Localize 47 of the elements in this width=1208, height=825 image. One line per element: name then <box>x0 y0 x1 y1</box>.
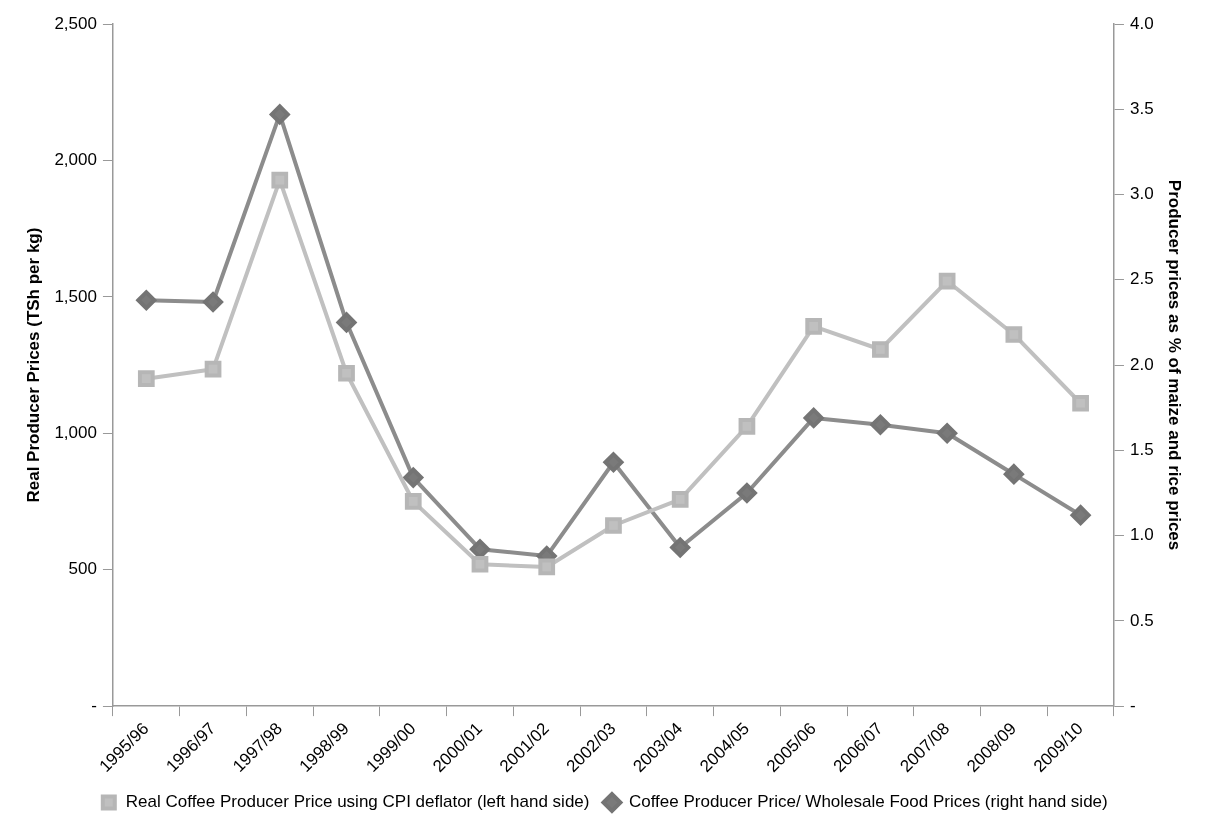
point <box>338 364 355 382</box>
y2-tick-label: 4.0 <box>1129 13 1154 33</box>
legend-label: Coffee Producer Price/ Wholesale Food Prices (right hand side) <box>628 792 1108 812</box>
y-tick-label: 1,500 <box>54 286 97 306</box>
point <box>336 312 357 333</box>
point <box>805 317 823 335</box>
legend-label: Real Coffee Producer Price using CPI deflator (left hand side) <box>125 792 590 812</box>
y2-tick-label: 1.0 <box>1129 525 1154 545</box>
point <box>1072 394 1089 412</box>
point <box>204 360 222 378</box>
point <box>670 537 691 558</box>
point <box>269 104 290 125</box>
point <box>938 272 956 290</box>
y2-tick-label: - <box>1129 695 1136 715</box>
y2-axis-title: Producer prices as % of maize and rice prices <box>1165 179 1185 551</box>
y2-tick-label: 3.5 <box>1129 98 1154 118</box>
point <box>603 452 624 473</box>
point <box>136 290 157 311</box>
y-tick-label: 500 <box>68 559 97 579</box>
point <box>736 482 757 503</box>
y2-tick-label: 2.5 <box>1129 269 1154 289</box>
point <box>403 467 424 488</box>
y2-tick-label: 0.5 <box>1129 610 1154 630</box>
point <box>1070 505 1091 526</box>
point <box>271 171 289 189</box>
point <box>538 558 556 576</box>
y-tick-label: 2,500 <box>54 13 97 33</box>
y-axis-title: Real Producer Prices (TSh per kg) <box>23 227 43 503</box>
point <box>471 555 489 573</box>
point <box>937 423 958 444</box>
y2-tick-label: 1.5 <box>1129 440 1154 460</box>
y-tick-label: - <box>91 695 97 715</box>
point <box>605 517 622 534</box>
point <box>137 370 155 388</box>
point <box>872 341 889 358</box>
point <box>1005 326 1023 343</box>
y-tick-label: 2,000 <box>54 150 97 170</box>
point <box>870 414 891 435</box>
point <box>671 490 689 508</box>
y2-tick-label: 2.0 <box>1129 354 1154 374</box>
point <box>738 418 756 435</box>
point <box>1003 464 1024 485</box>
y-tick-label: 1,000 <box>54 422 97 442</box>
y2-tick-label: 3.0 <box>1129 184 1154 204</box>
point <box>803 407 824 428</box>
point <box>404 493 422 510</box>
point <box>203 291 224 312</box>
